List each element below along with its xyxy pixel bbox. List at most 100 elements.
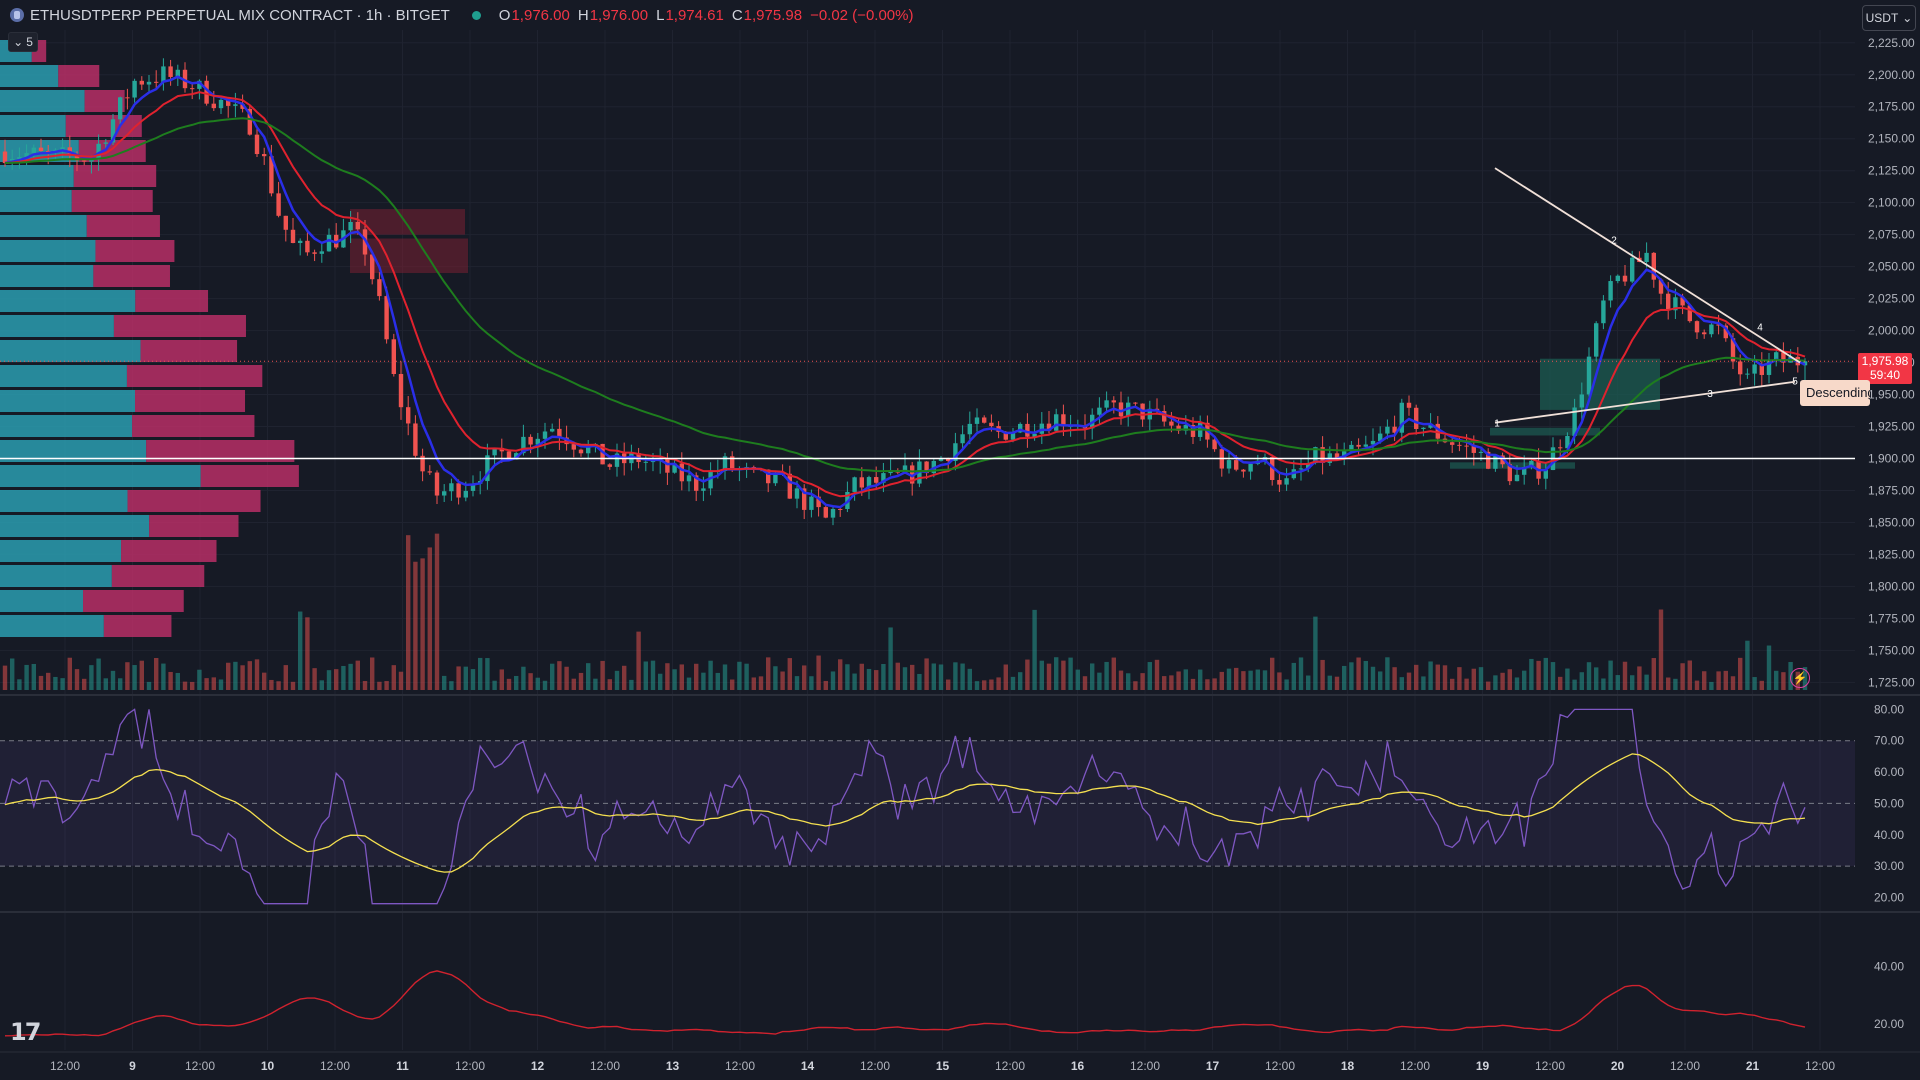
- volume-bar: [362, 680, 368, 690]
- candle-body: [859, 477, 864, 488]
- volume-bar: [809, 676, 814, 690]
- volume-bar: [578, 672, 584, 690]
- collapse-indicators-button[interactable]: ⌄ 5: [8, 32, 38, 52]
- currency-select[interactable]: USDT ⌄: [1862, 5, 1916, 31]
- bar-countdown: 59:40: [1869, 368, 1901, 382]
- candle-body: [175, 69, 180, 77]
- candle-body: [730, 456, 735, 470]
- volume-bar: [1025, 659, 1030, 690]
- triangle-point-label: 4: [1757, 323, 1763, 334]
- volume-bar: [1428, 661, 1433, 690]
- candle-body: [1579, 394, 1584, 408]
- candle-body: [924, 461, 929, 474]
- volume-bar: [449, 681, 454, 690]
- candle-body: [614, 453, 620, 467]
- candle-body: [643, 461, 648, 463]
- volume-bar: [780, 671, 785, 690]
- volume-bar: [1457, 667, 1462, 690]
- lightning-icon[interactable]: ⚡: [1790, 668, 1810, 688]
- volume-bar: [305, 617, 310, 690]
- ema-lines: [0, 75, 1855, 509]
- volume-bar: [1162, 676, 1167, 690]
- volume-bar: [650, 660, 656, 690]
- candle-body: [1622, 275, 1628, 282]
- candle-body: [406, 407, 411, 424]
- candle-body: [319, 251, 324, 254]
- candle-body: [154, 81, 159, 83]
- volume-bar: [1068, 657, 1073, 690]
- volume-bar: [874, 670, 879, 690]
- volume-bar: [276, 681, 281, 690]
- candle-body: [910, 465, 915, 484]
- volume-bar: [1709, 681, 1714, 690]
- change-value: −0.02 (−0.00%): [810, 6, 914, 24]
- rsi-ma-line: [4, 753, 1806, 873]
- volume-profile: [0, 40, 299, 637]
- volume-bar: [535, 677, 540, 690]
- volume-bar: [1399, 677, 1404, 690]
- volume-bar: [1478, 667, 1484, 690]
- volume-profile-bar: [0, 390, 136, 412]
- candle-body: [377, 279, 382, 297]
- volume-bar: [254, 659, 260, 690]
- low-label: L: [656, 6, 665, 24]
- order-zones: [350, 209, 1660, 469]
- volume-bar: [902, 667, 908, 690]
- price-axis-label: 2,100.00: [1868, 196, 1915, 210]
- volume-bar: [1054, 657, 1059, 690]
- volume-bar: [82, 678, 87, 690]
- candle-body: [1471, 446, 1476, 453]
- time-axis-label: 15: [936, 1059, 950, 1073]
- volume-bar: [1442, 665, 1448, 690]
- candle-body: [1529, 460, 1534, 467]
- volume-bar: [1176, 671, 1181, 690]
- volume-bar: [1298, 657, 1304, 690]
- volume-bar: [1694, 680, 1700, 690]
- candle-body: [1334, 453, 1340, 458]
- demand-zone: [1450, 462, 1575, 469]
- candle-body: [838, 508, 843, 510]
- volume-bar: [24, 664, 29, 690]
- volume-profile-bar: [132, 415, 255, 437]
- candle-body: [708, 471, 713, 489]
- volume-bar: [1046, 663, 1052, 690]
- candle-body: [125, 97, 130, 99]
- volume-bar: [1126, 673, 1131, 690]
- candle-body: [550, 428, 555, 432]
- rsi-axis-label: 30.00: [1874, 859, 1904, 873]
- volume-bar: [1608, 660, 1613, 690]
- volume-bar: [1104, 661, 1109, 690]
- volume-bar: [1190, 678, 1196, 690]
- lower-axis-label: 20.00: [1874, 1017, 1904, 1031]
- volume-bar: [1723, 670, 1728, 690]
- price-axis-label: 1,850.00: [1868, 515, 1915, 529]
- candle-body: [434, 472, 440, 496]
- high-value: 1,976.00: [589, 6, 649, 24]
- tradingview-logo[interactable]: 17: [10, 1018, 41, 1046]
- volume-bar: [53, 676, 58, 690]
- candle-body: [211, 103, 216, 109]
- lower-indicator-line: [4, 970, 1806, 1037]
- volume-profile-bar: [0, 615, 104, 637]
- candle-body: [298, 240, 303, 244]
- volume-bar: [1090, 663, 1095, 690]
- price-axis-label: 2,125.00: [1868, 164, 1915, 178]
- volume-bar: [204, 678, 209, 690]
- symbol-title[interactable]: ETHUSDTPERP PERPETUAL MIX CONTRACT · 1h …: [30, 6, 450, 24]
- time-axis-label: 12:00: [725, 1059, 755, 1073]
- volume-bar: [1514, 677, 1520, 690]
- volume-bar: [326, 670, 332, 690]
- candle-body: [1457, 444, 1462, 446]
- candle-body: [938, 458, 944, 461]
- volume-bar: [1277, 672, 1282, 690]
- candle-body: [132, 80, 137, 98]
- market-status-icon[interactable]: [471, 10, 481, 20]
- volume-bar: [1464, 678, 1469, 690]
- pattern-label[interactable]: Descending: [1800, 380, 1870, 406]
- candle-body: [1586, 356, 1592, 395]
- low-value: 1,974.61: [665, 6, 724, 24]
- candle-body: [1298, 468, 1304, 470]
- volume-bar: [240, 665, 245, 690]
- candle-body: [427, 471, 432, 473]
